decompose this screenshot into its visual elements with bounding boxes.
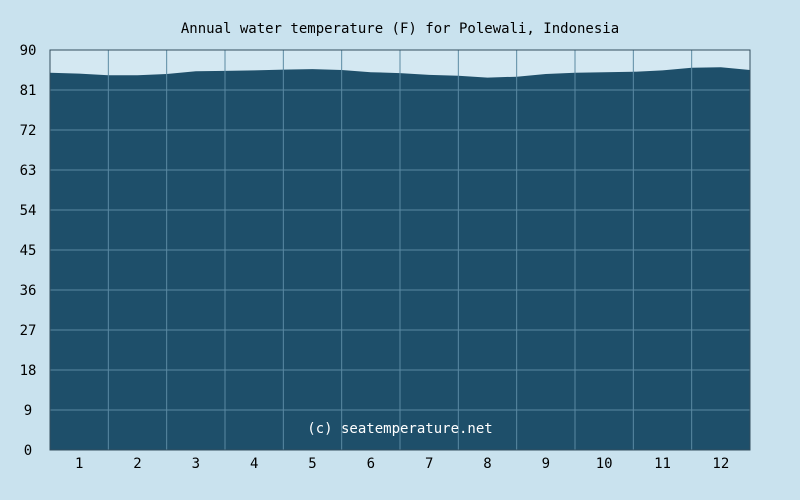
y-axis-ticks: 0 9 18 27 36 45 54 63 72 81 90 [20, 43, 37, 459]
y-tick-label: 54 [20, 203, 37, 219]
x-tick-label: 9 [542, 456, 550, 472]
y-tick-label: 72 [20, 123, 37, 139]
x-tick-label: 7 [425, 456, 433, 472]
plot-frame [49, 49, 751, 451]
x-tick-label: 12 [712, 456, 729, 472]
watermark: (c) seatemperature.net [307, 421, 492, 437]
x-tick-label: 10 [596, 456, 613, 472]
y-tick-label: 45 [20, 243, 37, 259]
y-tick-label: 0 [24, 443, 32, 459]
x-tick-label: 2 [133, 456, 141, 472]
y-tick-label: 36 [20, 283, 37, 299]
x-tick-label: 6 [367, 456, 375, 472]
x-tick-label: 3 [192, 456, 200, 472]
x-tick-label: 8 [483, 456, 491, 472]
x-tick-label: 4 [250, 456, 258, 472]
x-tick-label: 1 [75, 456, 83, 472]
y-tick-label: 18 [20, 363, 37, 379]
chart-title: Annual water temperature (F) for Polewal… [181, 21, 619, 37]
y-tick-label: 90 [20, 43, 37, 59]
y-tick-label: 63 [20, 163, 37, 179]
x-axis-ticks: 1 2 3 4 5 6 7 8 9 10 11 12 [75, 456, 729, 472]
y-tick-label: 27 [20, 323, 37, 339]
x-tick-label: 5 [308, 456, 316, 472]
y-tick-label: 9 [24, 403, 32, 419]
y-tick-label: 81 [20, 83, 37, 99]
x-tick-label: 11 [654, 456, 671, 472]
